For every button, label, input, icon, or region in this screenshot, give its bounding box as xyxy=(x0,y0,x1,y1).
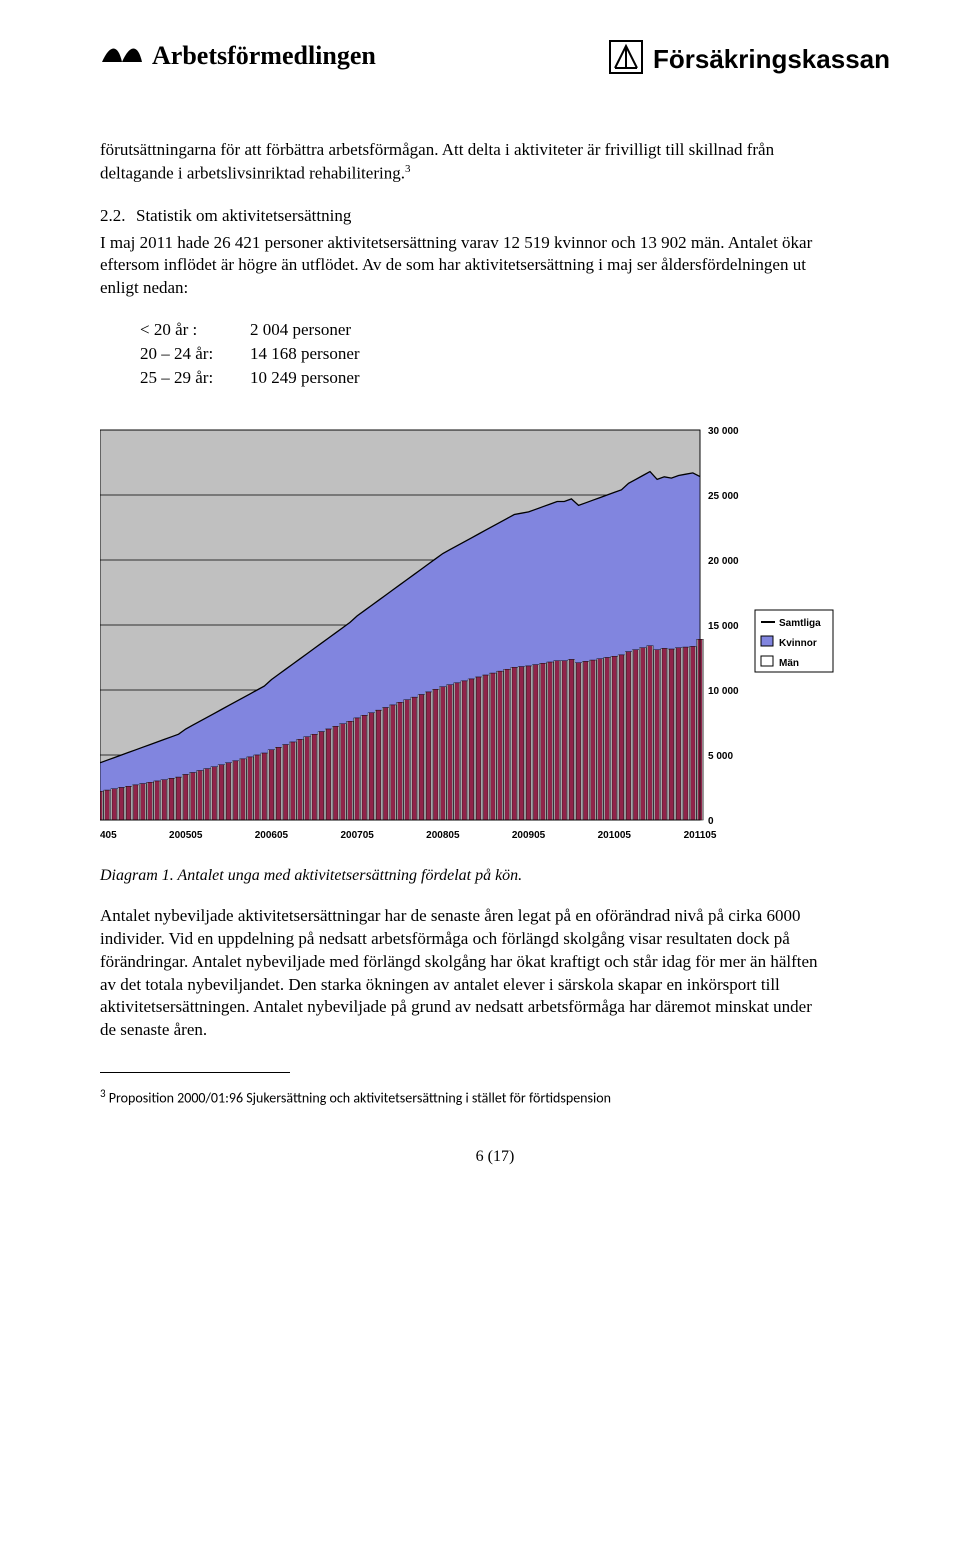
chart-container: 30 000 25 000 20 000 15 000 10 000 5 000 0 2004… xyxy=(100,420,840,855)
paragraph-1: förutsättningarna för att förbättra arbe… xyxy=(100,139,820,186)
svg-text:25 000: 25 000 xyxy=(708,491,739,502)
page-number: 6 (17) xyxy=(100,1148,890,1166)
svg-text:5 000: 5 000 xyxy=(708,751,733,762)
svg-text:201105: 201105 xyxy=(684,830,717,841)
paragraph-2: I maj 2011 hade 26 421 personer aktivite… xyxy=(100,232,820,301)
svg-text:200605: 200605 xyxy=(255,830,289,841)
age-row: 20 – 24 år:14 168 personer xyxy=(140,342,890,366)
svg-text:20 000: 20 000 xyxy=(708,556,739,567)
svg-text:30 000: 30 000 xyxy=(708,426,739,437)
chart-caption: Diagram 1. Antalet unga med aktivitetser… xyxy=(100,867,890,885)
area-bar-chart: 30 000 25 000 20 000 15 000 10 000 5 000 0 2004… xyxy=(100,420,840,850)
paragraph-3: Antalet nybeviljade aktivitetsersättning… xyxy=(100,905,820,1043)
forsakringskassan-logo: Försäkringskassan xyxy=(609,40,890,79)
svg-text:10 000: 10 000 xyxy=(708,686,739,697)
arbetsformedlingen-logo: Arbetsförmedlingen xyxy=(100,40,376,71)
svg-text:201005: 201005 xyxy=(598,830,632,841)
svg-text:200405: 200405 xyxy=(100,830,117,841)
page-header: Arbetsförmedlingen Försäkringskassan xyxy=(100,40,890,79)
svg-text:Samtliga: Samtliga xyxy=(779,618,821,629)
arbetsformedlingen-logo-text: Arbetsförmedlingen xyxy=(152,41,376,71)
arbetsformedlingen-icon xyxy=(100,40,144,71)
age-row: < 20 år :2 004 personer xyxy=(140,318,890,342)
section-heading: 2.2.Statistik om aktivitetsersättning xyxy=(100,206,890,226)
footnote: 3 Proposition 2000/01:96 Sjukersättning … xyxy=(100,1087,890,1108)
svg-text:200805: 200805 xyxy=(426,830,460,841)
footnote-rule xyxy=(100,1072,290,1073)
forsakringskassan-icon xyxy=(609,40,643,79)
svg-text:15 000: 15 000 xyxy=(708,621,739,632)
age-distribution-list: < 20 år :2 004 personer20 – 24 år:14 168… xyxy=(140,318,890,389)
svg-text:Kvinnor: Kvinnor xyxy=(779,638,817,649)
svg-text:200905: 200905 xyxy=(512,830,546,841)
svg-text:0: 0 xyxy=(708,816,714,827)
age-row: 25 – 29 år:10 249 personer xyxy=(140,366,890,390)
forsakringskassan-logo-text: Försäkringskassan xyxy=(653,44,890,75)
svg-text:Män: Män xyxy=(779,658,799,669)
svg-text:200705: 200705 xyxy=(340,830,374,841)
svg-text:200505: 200505 xyxy=(169,830,203,841)
